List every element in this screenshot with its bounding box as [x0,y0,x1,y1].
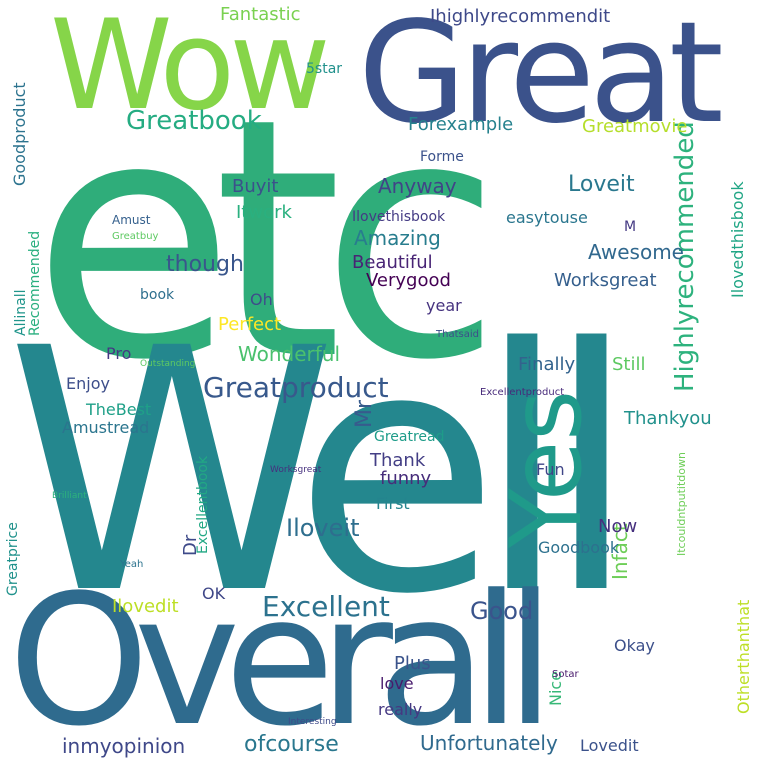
cloud-word: Ilovethisbook [352,209,446,225]
cloud-word: funny [380,468,432,489]
cloud-word: Amustread [62,418,150,437]
cloud-word: Greatprice [5,522,21,596]
cloud-word: Ilovedthisbook [728,181,747,298]
cloud-word: Forexample [408,114,514,135]
cloud-word: Otherthanthat [734,599,753,714]
cloud-word: Wow [50,0,331,138]
cloud-word: Ihighlyrecommendit [430,6,611,27]
cloud-word: inmyopinion [62,734,186,758]
cloud-word: easytouse [506,208,588,227]
cloud-word: Good [470,597,534,625]
cloud-word: Enjoy [66,374,110,393]
cloud-word: Interesting [288,717,337,727]
cloud-word: Loveit [568,172,635,197]
cloud-word: Beautiful [352,252,433,273]
cloud-word: Lovedit [580,736,639,755]
cloud-word: Goodbook [538,538,620,557]
cloud-word: Yeah [120,559,144,570]
cloud-word: Buyit [232,176,279,197]
cloud-word: Well [6,278,638,668]
cloud-word: Thank [370,450,426,471]
cloud-word: Okay [614,636,655,655]
cloud-word: Greatread [374,429,445,445]
cloud-word: Sotar [552,669,579,680]
cloud-word: Thatsaid [436,329,479,340]
cloud-word: Thankyou [624,408,712,429]
cloud-word: Finally [518,354,576,375]
cloud-word: Verygood [366,270,451,291]
cloud-word: Mr [352,399,377,428]
cloud-word: Recommended [27,230,43,336]
cloud-word: Plus [394,653,431,674]
cloud-word: love [380,674,414,693]
cloud-word: Amust [112,213,151,227]
cloud-word: Outstanding [140,359,196,369]
cloud-word: Brilliant [52,491,87,501]
cloud-word: Forme [420,149,464,165]
cloud-word: Awesome [588,240,684,264]
cloud-word: Allinall [13,289,29,336]
cloud-word: Oh [250,290,273,309]
cloud-word: Unfortunately [420,731,558,755]
cloud-word: Excellentbook [195,455,211,554]
cloud-word: Worksgreat [270,465,322,475]
cloud-word: really [378,700,423,719]
cloud-word: First [376,494,410,513]
cloud-word: Greatproduct [203,371,389,404]
cloud-word: OK [202,584,226,603]
cloud-word: M [624,219,637,235]
cloud-word: Amazing [354,226,441,250]
cloud-word: Fantastic [220,4,301,25]
cloud-word: Perfect [218,314,282,335]
cloud-word: Excellent [262,590,390,623]
cloud-word: Itwork [236,202,292,223]
cloud-word: Greatbook [126,106,262,136]
cloud-word: Pro [106,344,132,363]
cloud-word: etc [32,48,502,432]
cloud-word: Goodproduct [10,82,29,186]
cloud-word: year [426,296,462,315]
cloud-word: Anyway [378,174,457,198]
cloud-word: Fun [536,460,565,479]
cloud-word: Now [598,516,638,537]
cloud-word: TheBest [86,400,152,419]
cloud-word: Excellentproduct [480,387,565,398]
cloud-word: Greatbuy [112,231,159,242]
cloud-word: though [166,252,244,277]
cloud-word: Still [612,354,646,375]
cloud-word: Itcouldntputitdown [675,452,688,556]
cloud-word: Greatmovie [582,116,688,137]
cloud-word: Ilovedit [112,596,179,617]
cloud-word: 5star [306,61,343,77]
cloud-word: ofcourse [244,732,339,757]
cloud-word: Great [358,0,724,155]
cloud-word: book [140,287,175,303]
cloud-word: Iloveit [286,514,360,542]
cloud-word: Wonderful [238,342,341,366]
cloud-word: Worksgreat [554,270,657,291]
cloud-word: Overall [8,557,555,766]
